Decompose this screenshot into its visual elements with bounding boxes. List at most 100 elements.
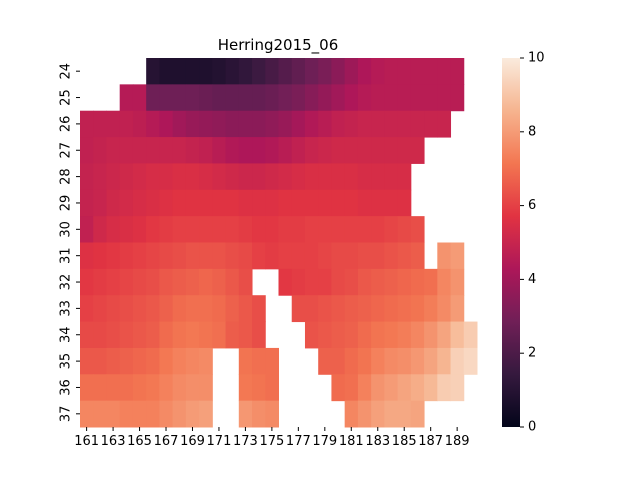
heatmap-cell xyxy=(450,84,465,112)
heatmap-cell xyxy=(384,268,399,296)
heatmap-cell xyxy=(93,110,107,138)
heatmap-cell xyxy=(80,242,94,270)
heatmap-cell xyxy=(397,110,412,138)
heatmap-cell xyxy=(252,321,266,349)
heatmap-cell xyxy=(119,268,134,296)
heatmap-cell xyxy=(185,216,200,243)
heatmap-cell xyxy=(80,347,94,375)
heatmap-cell xyxy=(450,268,465,296)
heatmap-cell xyxy=(437,321,452,349)
heatmap-cell xyxy=(185,400,200,428)
heatmap-cell xyxy=(357,295,372,323)
heatmap-cell xyxy=(463,347,478,375)
heatmap-cell xyxy=(252,58,266,85)
heatmap-cell xyxy=(132,189,147,217)
heatmap-cell xyxy=(252,110,266,138)
heatmap-cell xyxy=(371,189,385,217)
heatmap-cell xyxy=(291,189,306,217)
heatmap-cell xyxy=(159,295,174,323)
heatmap-cell xyxy=(384,84,399,112)
heatmap-cell xyxy=(331,268,346,296)
heatmap-cell xyxy=(304,110,319,138)
colorbar-tick-label: 4 xyxy=(528,272,536,287)
heatmap-cell xyxy=(132,295,147,323)
heatmap-cell xyxy=(344,295,359,323)
heatmap-cell xyxy=(212,216,227,243)
heatmap-cell xyxy=(344,137,359,164)
heatmap-cell xyxy=(278,110,293,138)
heatmap-cell xyxy=(106,189,121,217)
heatmap-cell xyxy=(424,268,438,296)
heatmap-cell xyxy=(93,216,107,243)
heatmap-cell xyxy=(410,84,425,112)
heatmap-cell xyxy=(172,295,187,323)
y-tick-label: 25 xyxy=(59,89,74,106)
heatmap-cell xyxy=(318,268,332,296)
heatmap-cell xyxy=(252,84,266,112)
heatmap-cell xyxy=(146,374,160,402)
heatmap-cell xyxy=(185,189,200,217)
heatmap-cell xyxy=(159,216,174,243)
heatmap-cell xyxy=(424,295,438,323)
heatmap-cell xyxy=(159,137,174,164)
heatmap-cell xyxy=(344,374,359,402)
x-tick-label: 175 xyxy=(259,434,284,449)
heatmap-cell xyxy=(410,58,425,85)
heatmap-cell xyxy=(357,84,372,112)
heatmap-cell xyxy=(265,216,279,243)
heatmap-cell xyxy=(212,58,227,85)
heatmap-cell xyxy=(304,84,319,112)
heatmap-cell xyxy=(199,58,213,85)
heatmap-cell xyxy=(159,268,174,296)
heatmap-cell xyxy=(146,189,160,217)
heatmap-cell xyxy=(384,163,399,191)
heatmap-cell xyxy=(410,268,425,296)
heatmap-cell xyxy=(199,189,213,217)
heatmap-cell xyxy=(265,110,279,138)
heatmap-cell xyxy=(212,163,227,191)
heatmap-cell xyxy=(159,347,174,375)
y-tick-label: 35 xyxy=(59,353,74,370)
x-tick-label: 161 xyxy=(74,434,99,449)
heatmap-cell xyxy=(331,137,346,164)
heatmap-cell xyxy=(132,242,147,270)
heatmap-cell xyxy=(252,189,266,217)
heatmap-cell xyxy=(172,400,187,428)
heatmap-cell xyxy=(146,400,160,428)
x-tick-label: 169 xyxy=(180,434,205,449)
heatmap-cell xyxy=(304,216,319,243)
heatmap-cell xyxy=(384,58,399,85)
heatmap-cell xyxy=(291,137,306,164)
heatmap-cell xyxy=(93,347,107,375)
heatmap-cell xyxy=(93,321,107,349)
heatmap-cell xyxy=(172,163,187,191)
heatmap-cell xyxy=(304,242,319,270)
heatmap-cell xyxy=(318,321,332,349)
heatmap-cell xyxy=(225,242,240,270)
heatmap-cell xyxy=(437,268,452,296)
heatmap-cell xyxy=(291,110,306,138)
heatmap-cells xyxy=(80,58,478,428)
heatmap-cell xyxy=(252,137,266,164)
heatmap-cell xyxy=(93,295,107,323)
heatmap-cell xyxy=(265,58,279,85)
heatmap-cell xyxy=(225,189,240,217)
heatmap-cell xyxy=(199,110,213,138)
heatmap-cell xyxy=(172,189,187,217)
heatmap-cell xyxy=(119,347,134,375)
heatmap-cell xyxy=(252,216,266,243)
heatmap-cell xyxy=(357,137,372,164)
heatmap-cell xyxy=(146,268,160,296)
heatmap-cell xyxy=(357,321,372,349)
heatmap-cell xyxy=(238,295,253,323)
heatmap-cell xyxy=(238,110,253,138)
heatmap-cell xyxy=(93,242,107,270)
heatmap-cell xyxy=(252,242,266,270)
heatmap-cell xyxy=(159,321,174,349)
heatmap-cell xyxy=(265,400,279,428)
heatmap-cell xyxy=(463,321,478,349)
heatmap-cell xyxy=(80,110,94,138)
heatmap-cell xyxy=(291,268,306,296)
heatmap-cell xyxy=(291,295,306,323)
heatmap-cell xyxy=(304,137,319,164)
